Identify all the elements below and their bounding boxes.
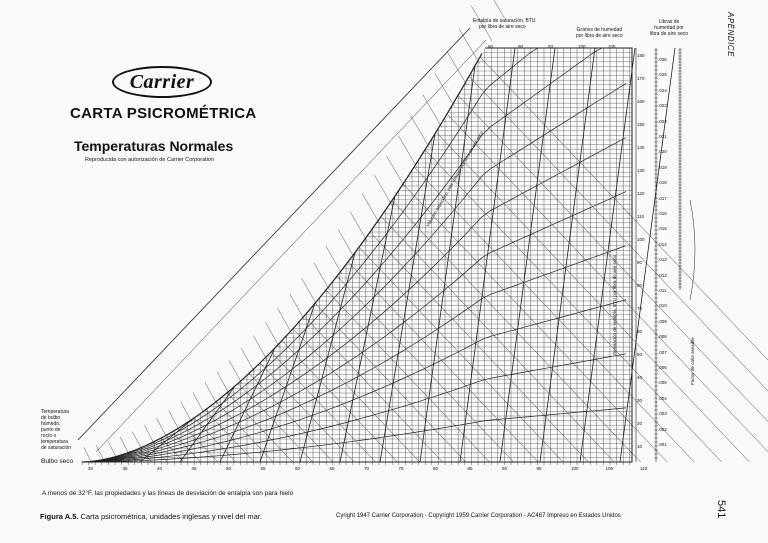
dbticks-tick: 60 xyxy=(295,466,301,471)
dbticks-tick: 55 xyxy=(260,466,266,471)
copyright-line: Cyright 1947 Carrier Corporation - Copyr… xyxy=(336,513,621,519)
dbticks-tick: 90 xyxy=(502,466,508,471)
lbticks-tick: .010 xyxy=(658,303,667,309)
dbticks-tick: 40 xyxy=(157,466,163,471)
lbticks-tick: .013 xyxy=(658,257,667,263)
lbticks-tick: .016 xyxy=(658,211,667,216)
lbticks-tick: .002 xyxy=(658,426,667,432)
lbticks-tick: .005 xyxy=(658,380,667,386)
grticks-tick: 180 xyxy=(637,53,645,58)
grticks-tick: 100 xyxy=(637,237,645,242)
enticks-tick: 93 xyxy=(548,44,554,49)
figure-text: Carta psicrométrica, unidades inglesas y… xyxy=(80,512,262,521)
grticks-tick: 170 xyxy=(637,76,645,81)
grticks-tick: 20 xyxy=(637,421,643,426)
grticks-tick: 120 xyxy=(637,191,645,196)
grticks-tick: 150 xyxy=(637,122,645,127)
lbticks-tick: .019 xyxy=(658,164,667,170)
dbticks-tick: 80 xyxy=(433,466,439,471)
dbticks-tick: 85 xyxy=(467,466,473,471)
enthalpy-saturation-label: Entalpía de saturación, BTU por libra de… xyxy=(473,18,536,30)
dbticks-tick: 30 xyxy=(88,466,94,471)
lbticks-tick: .021 xyxy=(658,134,667,139)
lbticks-tick: .004 xyxy=(658,395,667,401)
figure-caption: Figura A.5. Carta psicrométrica, unidade… xyxy=(40,512,262,521)
lbticks-tick: .012 xyxy=(658,272,667,278)
dry-bulb-label: Bulbo seco xyxy=(41,458,74,465)
grticks-tick: 50 xyxy=(637,352,643,357)
grticks-tick: 60 xyxy=(637,329,643,334)
lbticks-tick: .008 xyxy=(658,334,667,340)
enticks-tick: 90 xyxy=(518,44,524,49)
dbticks-tick: 100 xyxy=(571,466,579,471)
grticks-tick: 130 xyxy=(637,168,645,173)
enticks-tick: 100 xyxy=(578,44,586,49)
grticks-tick: 80 xyxy=(637,283,643,288)
lbticks-tick: .006 xyxy=(658,365,667,370)
dbticks-tick: 70 xyxy=(364,466,370,471)
grains-label: Granos de humedad por libra de aire seco xyxy=(576,27,623,39)
lbticks-tick: .001 xyxy=(658,442,667,447)
reproduction-note: Reproducida con autorización de Carrier … xyxy=(85,157,215,163)
grticks-tick: 160 xyxy=(637,99,645,104)
pounds-label: Libras de humedad por libra de aire seco xyxy=(650,19,689,37)
lbticks-tick: .017 xyxy=(658,195,667,201)
grticks-tick: 40 xyxy=(637,375,643,380)
page-number: 541 xyxy=(715,500,727,519)
lbticks-tick: .009 xyxy=(658,318,667,324)
lbticks-tick: .026 xyxy=(658,57,667,62)
carrier-logo: Carrier xyxy=(112,66,212,98)
lbticks-tick: .024 xyxy=(658,87,667,93)
dbticks-tick: 45 xyxy=(191,466,197,471)
dbticks-tick: 35 xyxy=(122,466,128,471)
ice-note: A menos de 32°F, las propiedades y las l… xyxy=(42,490,294,497)
lbticks-tick: .022 xyxy=(658,118,667,124)
grticks-tick: 90 xyxy=(637,260,643,265)
lbticks-tick: .007 xyxy=(658,349,667,355)
enticks-tick: 105 xyxy=(608,44,616,49)
sensible-heat-label: Factor de calor sensible xyxy=(690,337,695,385)
lbticks-tick: .003 xyxy=(658,411,667,417)
section-header: APÉNDICE xyxy=(726,12,735,57)
lbticks-tick: .011 xyxy=(658,288,667,293)
dbticks-tick: 105 xyxy=(605,466,614,471)
grticks-tick: 70 xyxy=(637,306,643,311)
figure-number: Figura A.5. xyxy=(40,512,79,521)
lbticks-tick: .015 xyxy=(658,226,667,232)
enticks-tick: 80 xyxy=(488,44,494,49)
grticks-tick: 110 xyxy=(637,214,645,219)
dbticks-tick: 65 xyxy=(329,466,335,471)
lbticks-tick: .014 xyxy=(658,241,667,247)
dbticks-tick: 95 xyxy=(536,466,542,471)
wet-bulb-label: Temperatura de bulbo húmedo, punto de ro… xyxy=(41,409,72,451)
dbticks-tick: 110 xyxy=(640,466,648,471)
grticks-tick: 10 xyxy=(637,444,643,449)
lbticks-tick: .020 xyxy=(658,149,667,155)
lbticks-tick: .025 xyxy=(658,72,667,78)
chart-subtitle: Temperaturas Normales xyxy=(74,138,234,154)
dbticks-tick: 75 xyxy=(398,466,404,471)
dbticks-tick: 50 xyxy=(226,466,232,471)
grticks-tick: 140 xyxy=(637,145,645,150)
grticks-tick: 30 xyxy=(637,398,643,403)
lbticks-tick: .023 xyxy=(658,103,667,109)
lbticks-tick: .018 xyxy=(658,180,667,186)
chart-title: CARTA PSICROMÉTRICA xyxy=(70,105,257,122)
enthalpy-deviation-label: Desviación de entalpía, BTU por libra de… xyxy=(612,254,617,355)
